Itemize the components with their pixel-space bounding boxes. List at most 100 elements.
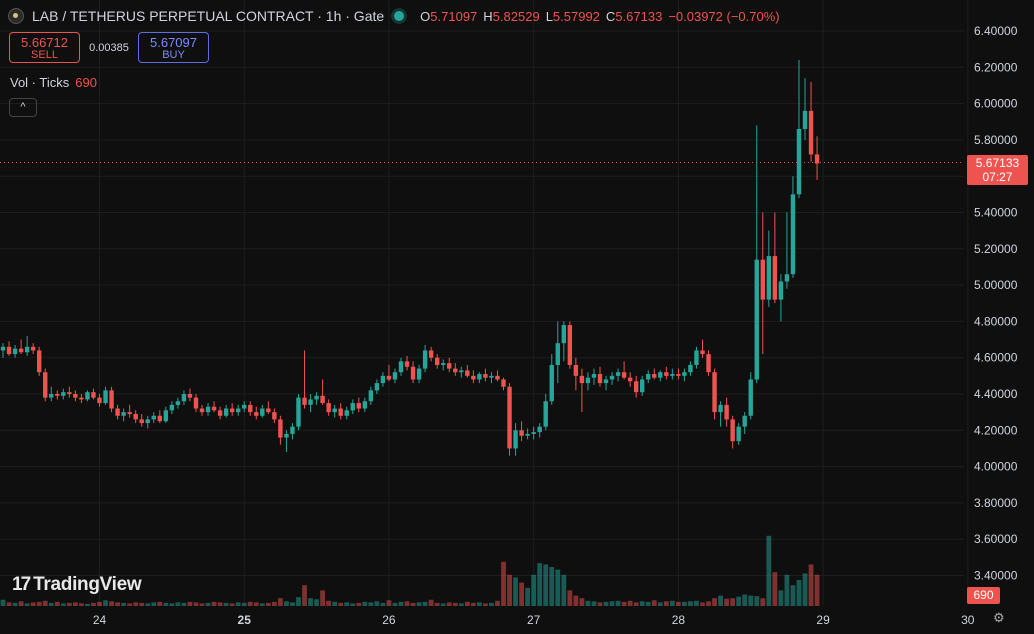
volume-bar [507,574,512,606]
volume-bar [470,602,476,606]
sell-price: 5.66712 [21,35,68,50]
candle-body [434,357,440,365]
buy-button[interactable]: 5.67097 BUY [138,32,209,63]
candle-body [748,379,753,416]
candle-body [428,350,434,358]
candle-body [603,379,609,384]
sell-label: SELL [31,49,58,61]
candle-body [784,274,790,282]
volume-bar [91,602,96,606]
volume-bar [48,602,54,606]
volume-bar [489,602,494,606]
volume-bar [66,602,72,606]
candle-body [422,350,428,369]
candle-body [344,410,349,416]
volume-bar [169,603,175,606]
volume-bar [694,600,699,606]
candle-body [350,403,355,411]
time-axis-tick-label: 27 [527,613,541,627]
volume-bar [814,574,820,606]
gear-icon[interactable]: ⚙ [993,610,1005,625]
candle-body [320,395,325,404]
tradingview-logo[interactable]: 17 TradingView [12,574,142,596]
candle-body [67,392,72,394]
candle-body [416,368,422,380]
time-axis-tick-label: 25 [238,613,252,627]
collapse-legend-button[interactable]: ^ [9,98,37,117]
time-axis-tick-label: 24 [93,613,107,627]
price-axis-tick-label: 3.60000 [974,532,1018,546]
high-value: 5.82529 [492,8,540,24]
candle-body [272,412,277,420]
volume-bar [579,598,585,606]
volume-bar [543,564,549,606]
buy-price: 5.67097 [150,35,197,50]
volume-bar [97,601,102,606]
chart-grid [0,0,969,606]
volume-bar [724,598,730,606]
volume-bar [157,601,163,606]
candle-body [109,390,114,409]
sell-button[interactable]: 5.66712 SELL [9,32,80,63]
candle-body [187,394,193,398]
candle-body [290,426,295,434]
volume-legend-value: 690 [75,75,97,90]
candle-body [103,390,108,404]
candle-body [646,374,651,380]
candle-body [537,426,542,433]
candle-body [453,368,458,373]
price-axis-tick-label: 6.40000 [974,24,1018,38]
volume-bar [404,601,410,606]
volume-bar [109,601,114,606]
buy-label: BUY [162,49,185,61]
candle-body [157,415,162,422]
volume-bar [350,603,356,606]
candle-body [356,403,361,409]
candle-body [633,381,639,393]
volume-bar [368,602,374,606]
volume-bar [675,601,681,606]
candle-body [302,397,307,405]
candle-body [621,372,627,378]
volume-legend[interactable]: Vol · Ticks 690 [10,75,97,90]
time-axis-tick-label: 28 [672,613,686,627]
price-axis-tick-label: 4.80000 [974,314,1018,328]
volume-bar [211,601,217,606]
candle-body [778,281,784,300]
candle-body [477,374,482,380]
candle-body [338,408,343,416]
volume-bar [296,597,301,606]
volume-bar [748,595,754,606]
volume-bar [229,603,235,606]
price-axis-tick-label: 5.40000 [974,206,1018,220]
candle-body [229,408,235,413]
candle-body [278,419,283,438]
candle-body [754,259,759,380]
candle-body [519,430,524,436]
time-axis-tick-label: 30 [961,613,975,627]
volume-bar [205,602,211,606]
candle-body [507,386,512,449]
volume-bar [416,602,422,606]
candle-body [585,377,591,384]
candle-body [12,348,18,355]
volume-bar [555,569,561,606]
volume-bar [446,602,452,606]
candle-body [483,374,488,378]
candle-body [211,406,217,411]
volume-bar [265,602,271,606]
price-axis-tick-label: 4.40000 [974,387,1018,401]
candle-body [223,408,229,416]
volume-bar [476,602,482,606]
symbol-title[interactable]: LAB / TETHERUS PERPETUAL CONTRACT · 1h ·… [32,8,385,24]
volume-bar [573,595,579,606]
time-axis[interactable]: 24 25 26 27 28 29 30 [93,613,975,627]
candle-body [706,354,711,373]
close-value: 5.67133 [615,8,663,24]
volume-bar [422,601,428,606]
volume-bar [621,601,627,606]
price-axis[interactable]: 6.400006.200006.000005.800005.600005.400… [974,24,1018,583]
candle-body [471,375,476,380]
time-axis-tick-label: 26 [382,613,396,627]
